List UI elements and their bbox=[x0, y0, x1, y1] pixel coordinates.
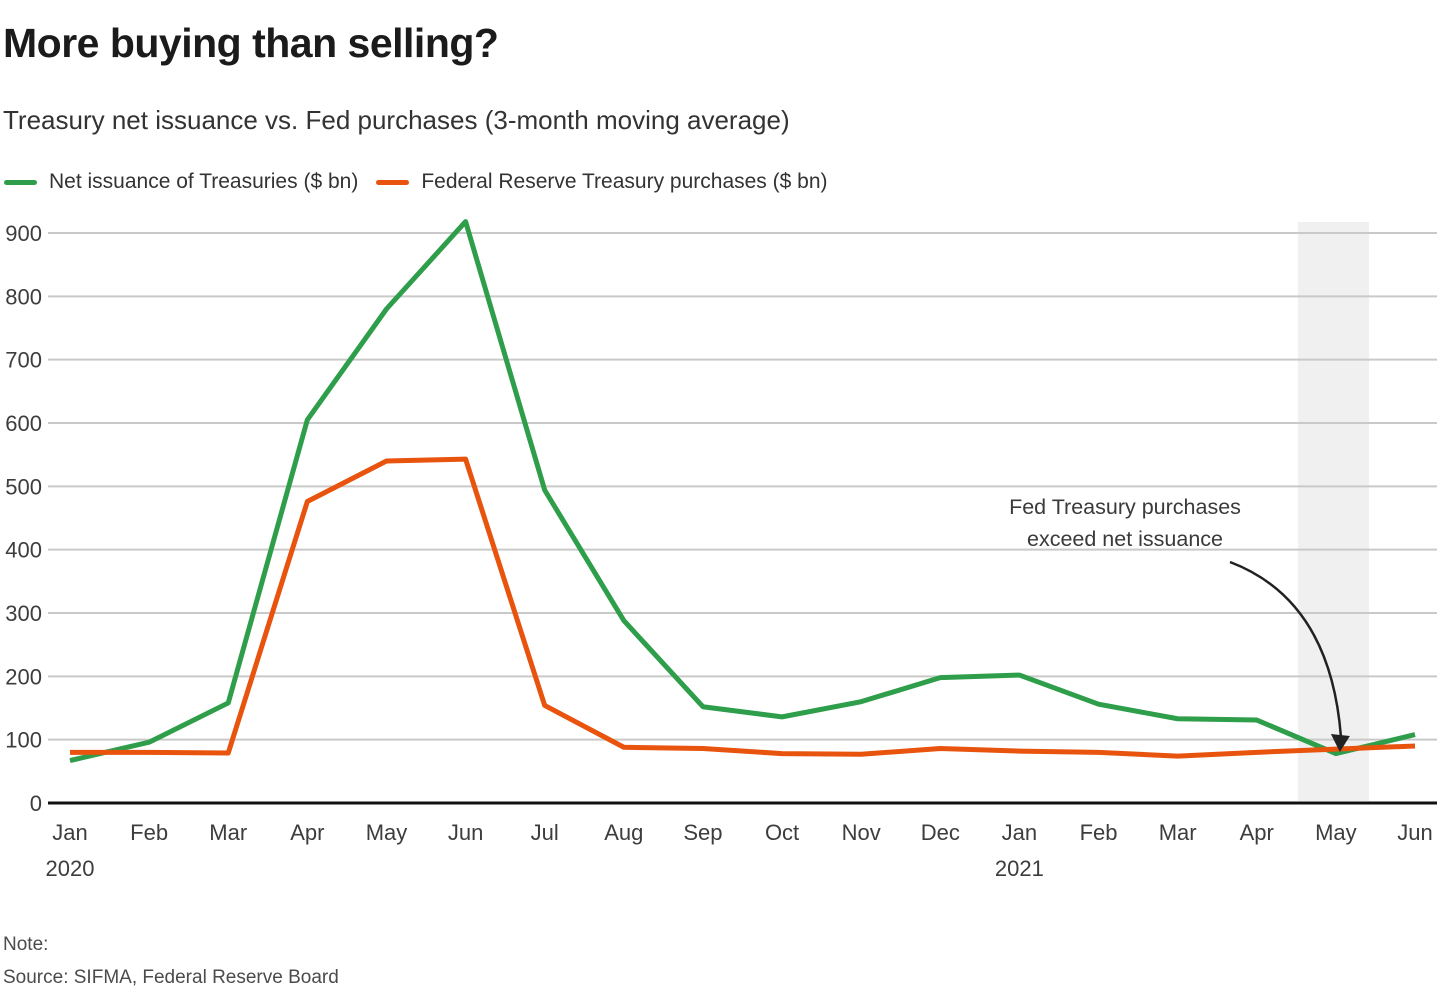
y-tick-label: 800 bbox=[5, 284, 42, 309]
net-issuance-swatch-icon bbox=[4, 179, 37, 185]
x-tick-label: Jun bbox=[1397, 820, 1432, 845]
y-tick-label: 0 bbox=[30, 791, 42, 816]
y-tick-label: 300 bbox=[5, 601, 42, 626]
legend: Net issuance of Treasuries ($ bn) Federa… bbox=[4, 170, 828, 194]
x-tick-label: May bbox=[1315, 820, 1357, 845]
highlight-band bbox=[1297, 222, 1370, 801]
x-tick-label: Jan bbox=[1002, 820, 1037, 845]
x-tick-label: Mar bbox=[209, 820, 247, 845]
x-tick-label: May bbox=[366, 820, 408, 845]
source-line: Source: SIFMA, Federal Reserve Board bbox=[3, 967, 339, 988]
legend-label-fed-purchases: Federal Reserve Treasury purchases ($ bn… bbox=[421, 170, 828, 193]
x-tick-label: Jul bbox=[531, 820, 559, 845]
legend-item-fed-purchases: Federal Reserve Treasury purchases ($ bn… bbox=[376, 170, 828, 194]
chart-footer: Note: Source: SIFMA, Federal Reserve Boa… bbox=[3, 928, 339, 988]
y-tick-label: 500 bbox=[5, 474, 42, 499]
fed-purchases-swatch-icon bbox=[376, 179, 410, 185]
x-tick-label: Nov bbox=[842, 820, 881, 845]
chart-subtitle: Treasury net issuance vs. Fed purchases … bbox=[3, 105, 790, 135]
x-tick-label: Apr bbox=[290, 820, 324, 845]
y-tick-label: 400 bbox=[5, 538, 42, 563]
y-tick-label: 900 bbox=[5, 221, 42, 246]
annotation-arrow bbox=[1229, 560, 1343, 737]
annotation-text: Fed Treasury purchases bbox=[1009, 495, 1241, 519]
y-tick-label: 100 bbox=[5, 728, 42, 753]
x-tick-label: Feb bbox=[1080, 820, 1118, 845]
series-line-net-issuance bbox=[69, 219, 1416, 764]
x-tick-label: Apr bbox=[1240, 820, 1274, 845]
series-line-fed-purchases bbox=[70, 456, 1416, 759]
x-tick-label: Jun bbox=[448, 820, 483, 845]
legend-item-net-issuance: Net issuance of Treasuries ($ bn) bbox=[4, 170, 358, 194]
note-label: Note: bbox=[3, 934, 49, 955]
x-tick-label: Mar bbox=[1159, 820, 1197, 845]
x-year-label: 2021 bbox=[995, 856, 1044, 881]
legend-label-net-issuance: Net issuance of Treasuries ($ bn) bbox=[49, 170, 359, 193]
x-tick-label: Oct bbox=[765, 820, 799, 845]
annotation-arrowhead bbox=[1330, 734, 1350, 752]
page-title: More buying than selling? bbox=[3, 20, 499, 66]
x-tick-label: Sep bbox=[683, 820, 722, 845]
annotation-text: exceed net issuance bbox=[1027, 527, 1223, 551]
y-tick-label: 700 bbox=[5, 348, 42, 373]
x-tick-label: Feb bbox=[130, 820, 168, 845]
y-tick-label: 200 bbox=[5, 664, 42, 689]
x-tick-label: Aug bbox=[604, 820, 643, 845]
x-tick-label: Jan bbox=[52, 820, 87, 845]
y-tick-label: 600 bbox=[5, 411, 42, 436]
x-tick-label: Dec bbox=[921, 820, 960, 845]
x-year-label: 2020 bbox=[46, 856, 95, 881]
